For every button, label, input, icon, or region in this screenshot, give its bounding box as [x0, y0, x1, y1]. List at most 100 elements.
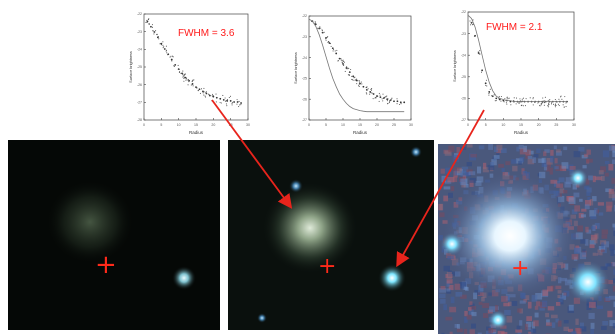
- data-point: [179, 71, 181, 73]
- data-point: [547, 105, 549, 107]
- data-point: [371, 92, 373, 94]
- noise-speckle: [558, 177, 565, 183]
- noise-speckle: [558, 298, 564, 305]
- data-point: [383, 97, 385, 99]
- data-point: [506, 103, 508, 105]
- noise-speckle: [506, 316, 513, 323]
- data-point: [371, 88, 373, 90]
- y-tick-label: -26: [461, 97, 466, 101]
- noise-speckle: [551, 322, 556, 328]
- noise-speckle: [463, 328, 468, 334]
- data-point: [543, 104, 545, 106]
- noise-speckle: [503, 302, 510, 307]
- data-point: [391, 97, 393, 99]
- noise-speckle: [519, 320, 523, 326]
- y-tick-label: -28: [137, 118, 142, 122]
- noise-speckle: [450, 296, 455, 304]
- data-point: [239, 104, 241, 106]
- data-point: [524, 105, 527, 107]
- noise-speckle: [468, 307, 472, 311]
- data-point: [515, 97, 518, 99]
- noise-speckle: [560, 277, 568, 282]
- data-point: [494, 100, 496, 102]
- data-point: [489, 88, 491, 90]
- x-tick-label: 30: [572, 123, 576, 127]
- noise-speckle: [612, 323, 615, 329]
- data-point: [358, 80, 360, 82]
- noise-speckle: [440, 298, 446, 304]
- data-point: [357, 85, 360, 87]
- data-point: [190, 84, 192, 86]
- noise-speckle: [613, 278, 615, 283]
- x-tick-label: 10: [501, 123, 505, 127]
- data-point: [172, 56, 174, 58]
- data-point: [515, 103, 517, 105]
- data-point: [550, 102, 552, 104]
- data-point: [534, 101, 536, 104]
- noise-speckle: [466, 162, 472, 167]
- noise-speckle: [512, 165, 518, 172]
- data-point: [385, 96, 387, 98]
- data-point: [219, 97, 222, 100]
- star-point-small: [289, 179, 303, 193]
- data-point: [204, 96, 207, 98]
- noise-speckle: [473, 292, 478, 300]
- noise-speckle: [460, 178, 467, 186]
- noise-speckle: [536, 148, 541, 154]
- noise-speckle: [456, 328, 463, 333]
- data-point: [519, 98, 521, 100]
- noise-speckle: [563, 146, 568, 151]
- noise-speckle: [525, 153, 530, 159]
- noise-speckle: [511, 159, 517, 164]
- data-point: [229, 100, 232, 102]
- data-point: [222, 98, 225, 101]
- noise-speckle: [579, 326, 587, 332]
- data-point: [202, 92, 204, 94]
- noise-speckle: [601, 249, 605, 253]
- x-axis-label: Radius: [353, 130, 368, 135]
- data-point: [396, 98, 398, 100]
- data-point: [328, 41, 330, 43]
- noise-speckle: [585, 226, 589, 233]
- data-point: [386, 100, 388, 102]
- data-point: [204, 95, 206, 97]
- data-point: [205, 92, 207, 94]
- data-point: [238, 100, 240, 102]
- data-point: [355, 79, 358, 82]
- data-point: [317, 27, 319, 29]
- noise-speckle: [612, 150, 615, 158]
- noise-speckle: [493, 155, 500, 159]
- data-point: [341, 60, 343, 62]
- data-point: [192, 85, 194, 87]
- y-tick-label: -24: [137, 48, 142, 52]
- star-point: [172, 266, 196, 290]
- noise-speckle: [546, 319, 550, 325]
- data-point: [224, 97, 226, 99]
- data-point: [471, 21, 473, 23]
- data-point: [379, 94, 381, 96]
- noise-speckle: [555, 318, 559, 323]
- noise-speckle: [589, 210, 597, 217]
- noise-speckle: [586, 158, 593, 163]
- noise-speckle: [443, 186, 451, 190]
- data-point: [558, 104, 560, 107]
- data-point: [554, 104, 556, 106]
- data-point: [477, 51, 479, 53]
- data-point: [381, 98, 383, 100]
- data-point: [228, 96, 230, 99]
- data-point: [362, 85, 365, 88]
- y-tick-label: -25: [137, 65, 142, 69]
- noise-speckle: [580, 238, 586, 244]
- noise-speckle: [594, 238, 598, 244]
- x-axis-label: Radius: [189, 130, 204, 135]
- data-point: [314, 21, 316, 23]
- noise-speckle: [589, 240, 596, 245]
- x-tick-label: 20: [211, 123, 215, 127]
- data-point: [540, 104, 542, 106]
- noise-speckle: [606, 201, 613, 208]
- y-tick-label: -27: [461, 118, 466, 122]
- noise-speckle: [563, 292, 567, 296]
- noise-speckle: [478, 301, 483, 305]
- data-point: [481, 69, 484, 72]
- noise-speckle: [610, 249, 615, 256]
